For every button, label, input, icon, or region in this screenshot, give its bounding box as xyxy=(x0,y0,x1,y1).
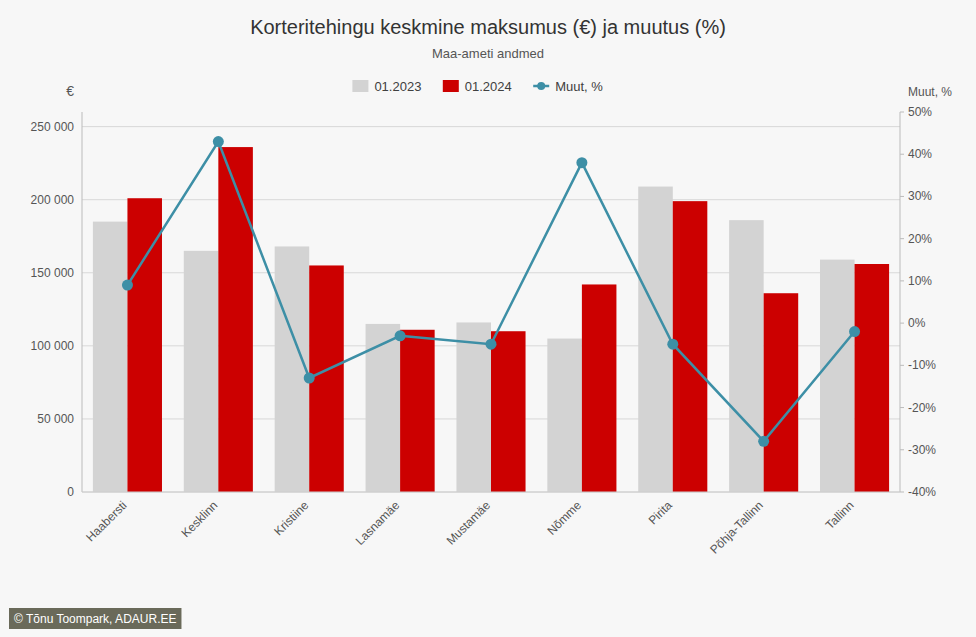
y2-tick xyxy=(900,492,904,493)
line-marker xyxy=(667,339,678,350)
bar xyxy=(93,222,128,492)
line-marker xyxy=(849,326,860,337)
legend-label: Muut, % xyxy=(555,79,603,94)
y2-tick xyxy=(900,196,904,197)
chart: Korteritehingu keskmine maksumus (€) ja … xyxy=(0,0,976,637)
x-tick-label: Lasnamäe xyxy=(353,498,403,548)
bar xyxy=(673,201,708,492)
y2-tick-label: -20% xyxy=(908,401,936,415)
legend-swatch xyxy=(443,80,459,92)
grid-line xyxy=(82,126,900,127)
bar xyxy=(855,264,890,492)
bar xyxy=(729,220,764,492)
bar xyxy=(547,339,582,492)
bar xyxy=(582,284,617,492)
line xyxy=(127,142,854,442)
line-marker xyxy=(486,339,497,350)
y2-tick-label: 50% xyxy=(908,105,932,119)
line-marker xyxy=(758,436,769,447)
bar xyxy=(218,147,253,492)
y-tick-label: 150 000 xyxy=(31,266,75,280)
y2-axis-line xyxy=(900,112,901,492)
bar xyxy=(638,187,673,492)
y2-tick-label: -30% xyxy=(908,443,936,457)
y2-tick xyxy=(900,280,904,281)
x-tick-label: Tallinn xyxy=(823,498,857,532)
x-tick-label: Haabersti xyxy=(83,498,129,544)
plot-area xyxy=(93,136,889,492)
y-axis-line xyxy=(82,112,83,492)
y2-tick-label: 30% xyxy=(908,189,932,203)
y-tick-label: 50 000 xyxy=(37,412,74,426)
grid-line xyxy=(82,199,900,200)
y-axis-label: € xyxy=(66,83,74,99)
legend: 01.2023 01.2024 Muut, % xyxy=(352,79,603,94)
y2-tick-label: 20% xyxy=(908,232,932,246)
y2-tick-label: 10% xyxy=(908,274,932,288)
y2-tick-label: -40% xyxy=(908,485,936,499)
legend-swatch xyxy=(352,80,368,92)
bar xyxy=(820,260,855,492)
grid-line xyxy=(82,492,900,493)
x-tick-label: Nõmme xyxy=(544,498,584,538)
legend-label: 01.2024 xyxy=(465,79,512,94)
x-axis-line xyxy=(82,492,900,493)
title: Korteritehingu keskmine maksumus (€) ja … xyxy=(250,16,726,38)
y2-tick xyxy=(900,112,904,113)
line-marker xyxy=(304,373,315,384)
annotation: © Tõnu Toompark, ADAUR.EE xyxy=(9,608,181,629)
y2-tick xyxy=(900,323,904,324)
bar xyxy=(764,293,799,492)
y2-tick-label: 40% xyxy=(908,147,932,161)
x-tick-label: Kristiine xyxy=(271,498,311,538)
annotation-text: © Tõnu Toompark, ADAUR.EE xyxy=(14,612,176,626)
y2-tick xyxy=(900,154,904,155)
y-tick-label: 0 xyxy=(67,485,74,499)
bar xyxy=(400,330,435,492)
bar xyxy=(127,198,162,492)
y2-tick-label: -10% xyxy=(908,358,936,372)
y-tick-label: 100 000 xyxy=(31,339,75,353)
legend-label: 01.2023 xyxy=(374,79,421,94)
x-tick-label: Kesklinn xyxy=(178,498,220,540)
y2-axis-label: Muut, % xyxy=(908,85,952,99)
bar xyxy=(491,331,526,492)
y2-tick-label: 0% xyxy=(908,316,926,330)
line-marker xyxy=(395,330,406,341)
x-tick-label: Pirita xyxy=(646,498,675,527)
y-tick-label: 250 000 xyxy=(31,120,75,134)
y2-tick xyxy=(900,449,904,450)
line-marker xyxy=(576,157,587,168)
bar xyxy=(456,322,491,492)
annotation-box xyxy=(9,608,181,629)
y2-tick xyxy=(900,407,904,408)
x-tick-label: Põhja-Tallinn xyxy=(707,498,765,556)
bar xyxy=(275,246,310,492)
line-marker xyxy=(213,136,224,147)
line-marker xyxy=(122,280,133,291)
bar xyxy=(184,251,219,492)
background xyxy=(0,0,976,637)
legend-marker xyxy=(537,82,545,90)
y-tick-label: 200 000 xyxy=(31,193,75,207)
y2-tick xyxy=(900,365,904,366)
subtitle: Maa-ameti andmed xyxy=(432,46,544,61)
x-tick-label: Mustamäe xyxy=(444,498,494,548)
grid xyxy=(82,127,900,492)
y2-tick xyxy=(900,238,904,239)
